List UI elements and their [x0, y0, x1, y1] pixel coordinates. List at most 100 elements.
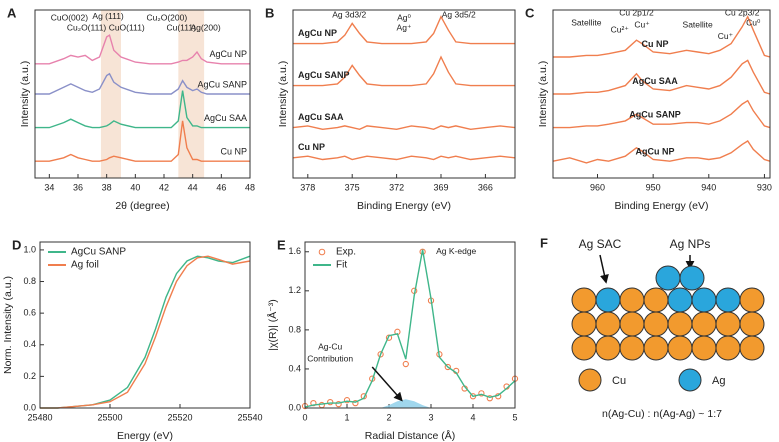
atom: [595, 287, 621, 313]
atom: [739, 311, 765, 337]
line: [292, 125, 516, 131]
x-tick-label: 950: [646, 182, 661, 192]
ratio-text: n(Ag-Cu) : n(Ag-Ag) ~ 1:7: [602, 408, 722, 420]
annotation: Cu₂O(111): [67, 23, 107, 33]
data-point: [327, 398, 334, 406]
line: [292, 155, 516, 161]
annotation: Ag(200): [190, 23, 220, 33]
legend-marker: [318, 248, 326, 256]
x-tick-label: 3: [428, 412, 433, 422]
annotation: Cu 2p3/2: [725, 8, 760, 18]
panel-label: E: [277, 237, 286, 252]
series-label: AgCu SANP: [629, 110, 681, 120]
annotation: Cu(111): [166, 23, 196, 33]
x-tick-label: 44: [188, 182, 198, 192]
line: [40, 255, 251, 409]
atom: [691, 335, 717, 361]
y-tick-label: 1.6: [288, 246, 301, 256]
x-tick-label: 375: [345, 182, 360, 192]
annotation: CuO(002): [51, 13, 88, 23]
x-axis-label: Radial Distance (Å): [365, 429, 455, 442]
atom: [655, 265, 681, 291]
line: [35, 120, 250, 162]
data-point: [335, 400, 342, 408]
series-label: AgCu SAA: [204, 113, 247, 123]
series-label: AgCu SAA: [298, 112, 344, 122]
line: [35, 72, 250, 95]
panel-label: F: [540, 235, 548, 250]
y-tick-label: 0.2: [23, 371, 36, 381]
line: [293, 15, 515, 45]
x-tick-label: 2: [386, 412, 391, 422]
series-label: Cu NP: [298, 142, 325, 152]
x-tick-label: 36: [73, 182, 83, 192]
legend-text: Exp.: [336, 247, 356, 258]
series-label: Cu NP: [641, 39, 668, 49]
y-tick-label: 1.2: [288, 285, 301, 295]
y-tick-label: 0.8: [23, 276, 36, 286]
plot-frame: [39, 241, 251, 409]
x-tick-label: 5: [512, 412, 517, 422]
line: [552, 140, 771, 164]
atom: [715, 311, 741, 337]
y-tick-label: 0.4: [23, 339, 36, 349]
data-point: [478, 390, 485, 397]
x-tick-label: 940: [701, 182, 716, 192]
atom: [571, 335, 597, 361]
y-tick-label: 1.0: [23, 244, 36, 254]
y-tick-label: 0.6: [23, 308, 36, 318]
atom: [691, 311, 717, 337]
series-label: AgCu SANP: [197, 79, 247, 89]
annotation: Satellite: [571, 18, 602, 28]
ag-nps-label: Ag NPs: [670, 237, 711, 251]
panel-label: D: [12, 237, 21, 252]
ag-sac-label: Ag SAC: [579, 237, 622, 251]
annotation: Cu⁺: [634, 19, 650, 29]
plot-frame: [34, 9, 251, 179]
legend-text: Fit: [336, 260, 347, 271]
series-label: AgCu SANP: [298, 70, 350, 80]
x-tick-label: 1: [344, 412, 349, 422]
x-tick-label: 42: [159, 182, 169, 192]
atom-model: [571, 265, 765, 361]
atom: [619, 335, 645, 361]
x-tick-label: 0: [302, 412, 307, 422]
annotation: Ag⁰: [397, 13, 411, 23]
panel-label: A: [7, 5, 17, 20]
atom: [739, 287, 765, 313]
legend-ag-atom: [678, 368, 702, 392]
legend-cu-atom: [578, 368, 602, 392]
x-tick-label: 25500: [97, 412, 122, 422]
x-tick-label: 34: [44, 182, 54, 192]
panel-label: C: [525, 5, 535, 20]
annotation: Ag K-edge: [436, 246, 476, 256]
y-axis-label: Norm. Intensity (a.u.): [2, 276, 14, 374]
annotation: Satellite: [683, 19, 714, 29]
atom: [643, 311, 669, 337]
line: [304, 249, 516, 408]
plot-frame: [552, 9, 771, 179]
highlight-band: [100, 10, 121, 178]
legend-text: AgCu SANP: [71, 247, 126, 258]
line: [553, 59, 771, 95]
atom: [595, 311, 621, 337]
x-tick-label: 372: [389, 182, 404, 192]
annotation: Ag (111): [92, 11, 124, 21]
x-tick-label: 25520: [167, 412, 192, 422]
line: [40, 255, 251, 409]
series-label: AgCu NP: [635, 147, 674, 157]
data-point: [352, 399, 359, 407]
data-point: [444, 363, 451, 371]
x-tick-label: 38: [102, 182, 112, 192]
x-axis-label: Binding Energy (eV): [357, 200, 451, 212]
line: [293, 55, 515, 87]
annotation: Cu⁺: [718, 31, 734, 41]
atom: [595, 335, 621, 361]
annotation: CuO(111): [109, 23, 145, 33]
plot-frame: [304, 241, 516, 409]
atom: [667, 287, 693, 313]
x-tick-label: 960: [590, 182, 605, 192]
series-label: AgCu NP: [298, 28, 337, 38]
series-label: AgCu SAA: [632, 76, 678, 86]
annotation: Cu 2p1/2: [619, 8, 654, 18]
